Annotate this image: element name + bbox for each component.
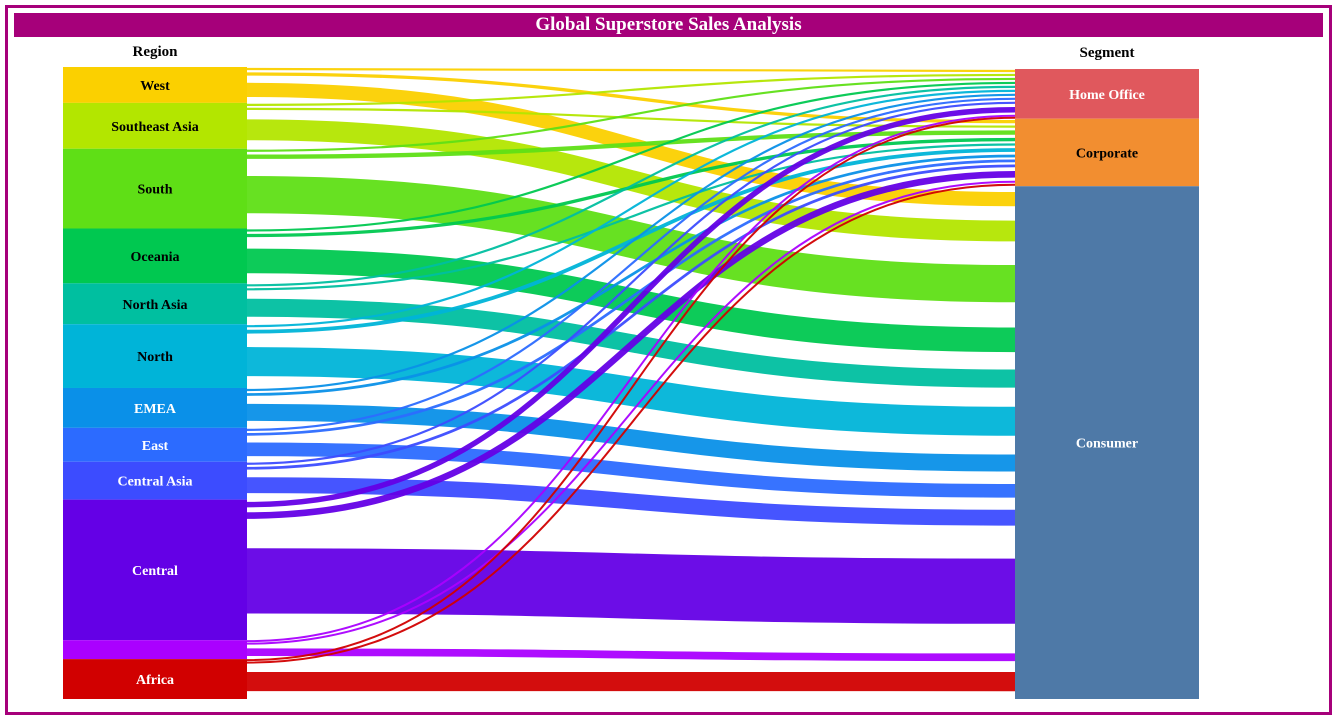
region-node <box>63 427 247 462</box>
region-node-label: Central <box>132 564 178 579</box>
sankey-link <box>246 107 1016 508</box>
region-node-label: Africa <box>136 673 174 688</box>
segment-node <box>1015 118 1199 187</box>
sankey-link <box>246 148 1016 334</box>
region-node-label: North Asia <box>123 298 188 313</box>
region-node <box>63 102 247 149</box>
outer-frame <box>5 5 1332 715</box>
sankey-link <box>246 159 1016 436</box>
segment-node-label: Corporate <box>1076 146 1138 161</box>
region-node-label: South <box>137 183 172 198</box>
sankey-link <box>246 248 1016 353</box>
region-node <box>63 499 247 641</box>
region-node-label: West <box>140 79 170 94</box>
region-node <box>63 67 247 103</box>
segment-node-label: Consumer <box>1076 437 1138 452</box>
sankey-link <box>246 347 1016 436</box>
nodes-layer: West Southeast Asia South Oceania North Asia… <box>63 67 1199 700</box>
region-header: Region <box>132 44 178 60</box>
sankey-link <box>246 171 1016 519</box>
sankey-link <box>246 73 1016 106</box>
sankey-link <box>246 72 1016 124</box>
region-node <box>63 324 247 388</box>
links-layer <box>246 67 1016 692</box>
region-node <box>63 387 247 428</box>
sankey-link <box>246 85 1016 287</box>
sankey-link <box>246 648 1016 662</box>
segment-node <box>1015 69 1199 119</box>
sankey-link <box>246 180 1016 645</box>
sankey-link <box>246 77 1016 152</box>
region-node <box>63 461 247 500</box>
region-node-label: Southeast Asia <box>111 120 199 135</box>
sankey-link <box>246 101 1016 465</box>
sankey-link <box>246 164 1016 470</box>
region-node-label: Oceania <box>131 250 180 265</box>
region-node-label: EMEA <box>134 402 177 417</box>
sankey-link <box>246 97 1016 431</box>
region-node <box>63 283 247 325</box>
region-node-label: Central Asia <box>117 475 192 490</box>
chart-title: Global Superstore Sales Analysis <box>14 13 1323 37</box>
sankey-link <box>246 81 1016 232</box>
sankey-link <box>246 403 1016 472</box>
sankey-link <box>246 154 1016 396</box>
sankey-link <box>246 116 1016 662</box>
sankey-link <box>246 89 1016 328</box>
sankey-link <box>246 114 1016 643</box>
region-node <box>63 640 247 660</box>
sankey-link <box>246 143 1016 291</box>
region-node <box>63 148 247 229</box>
sankey-link <box>246 477 1016 526</box>
region-node <box>63 659 247 699</box>
sankey-link <box>246 107 1016 128</box>
sankey-link <box>246 93 1016 392</box>
region-node-label: North <box>137 350 173 365</box>
sankey-link <box>246 548 1016 624</box>
segment-node-label: Home Office <box>1069 88 1145 103</box>
sankey-link <box>246 183 1016 664</box>
segment-node <box>1015 186 1199 700</box>
region-node <box>63 228 247 284</box>
region-node-label: East <box>142 439 169 454</box>
sankey-link <box>246 119 1016 242</box>
sankey-link <box>246 67 1016 73</box>
segment-header: Segment <box>1079 45 1135 61</box>
